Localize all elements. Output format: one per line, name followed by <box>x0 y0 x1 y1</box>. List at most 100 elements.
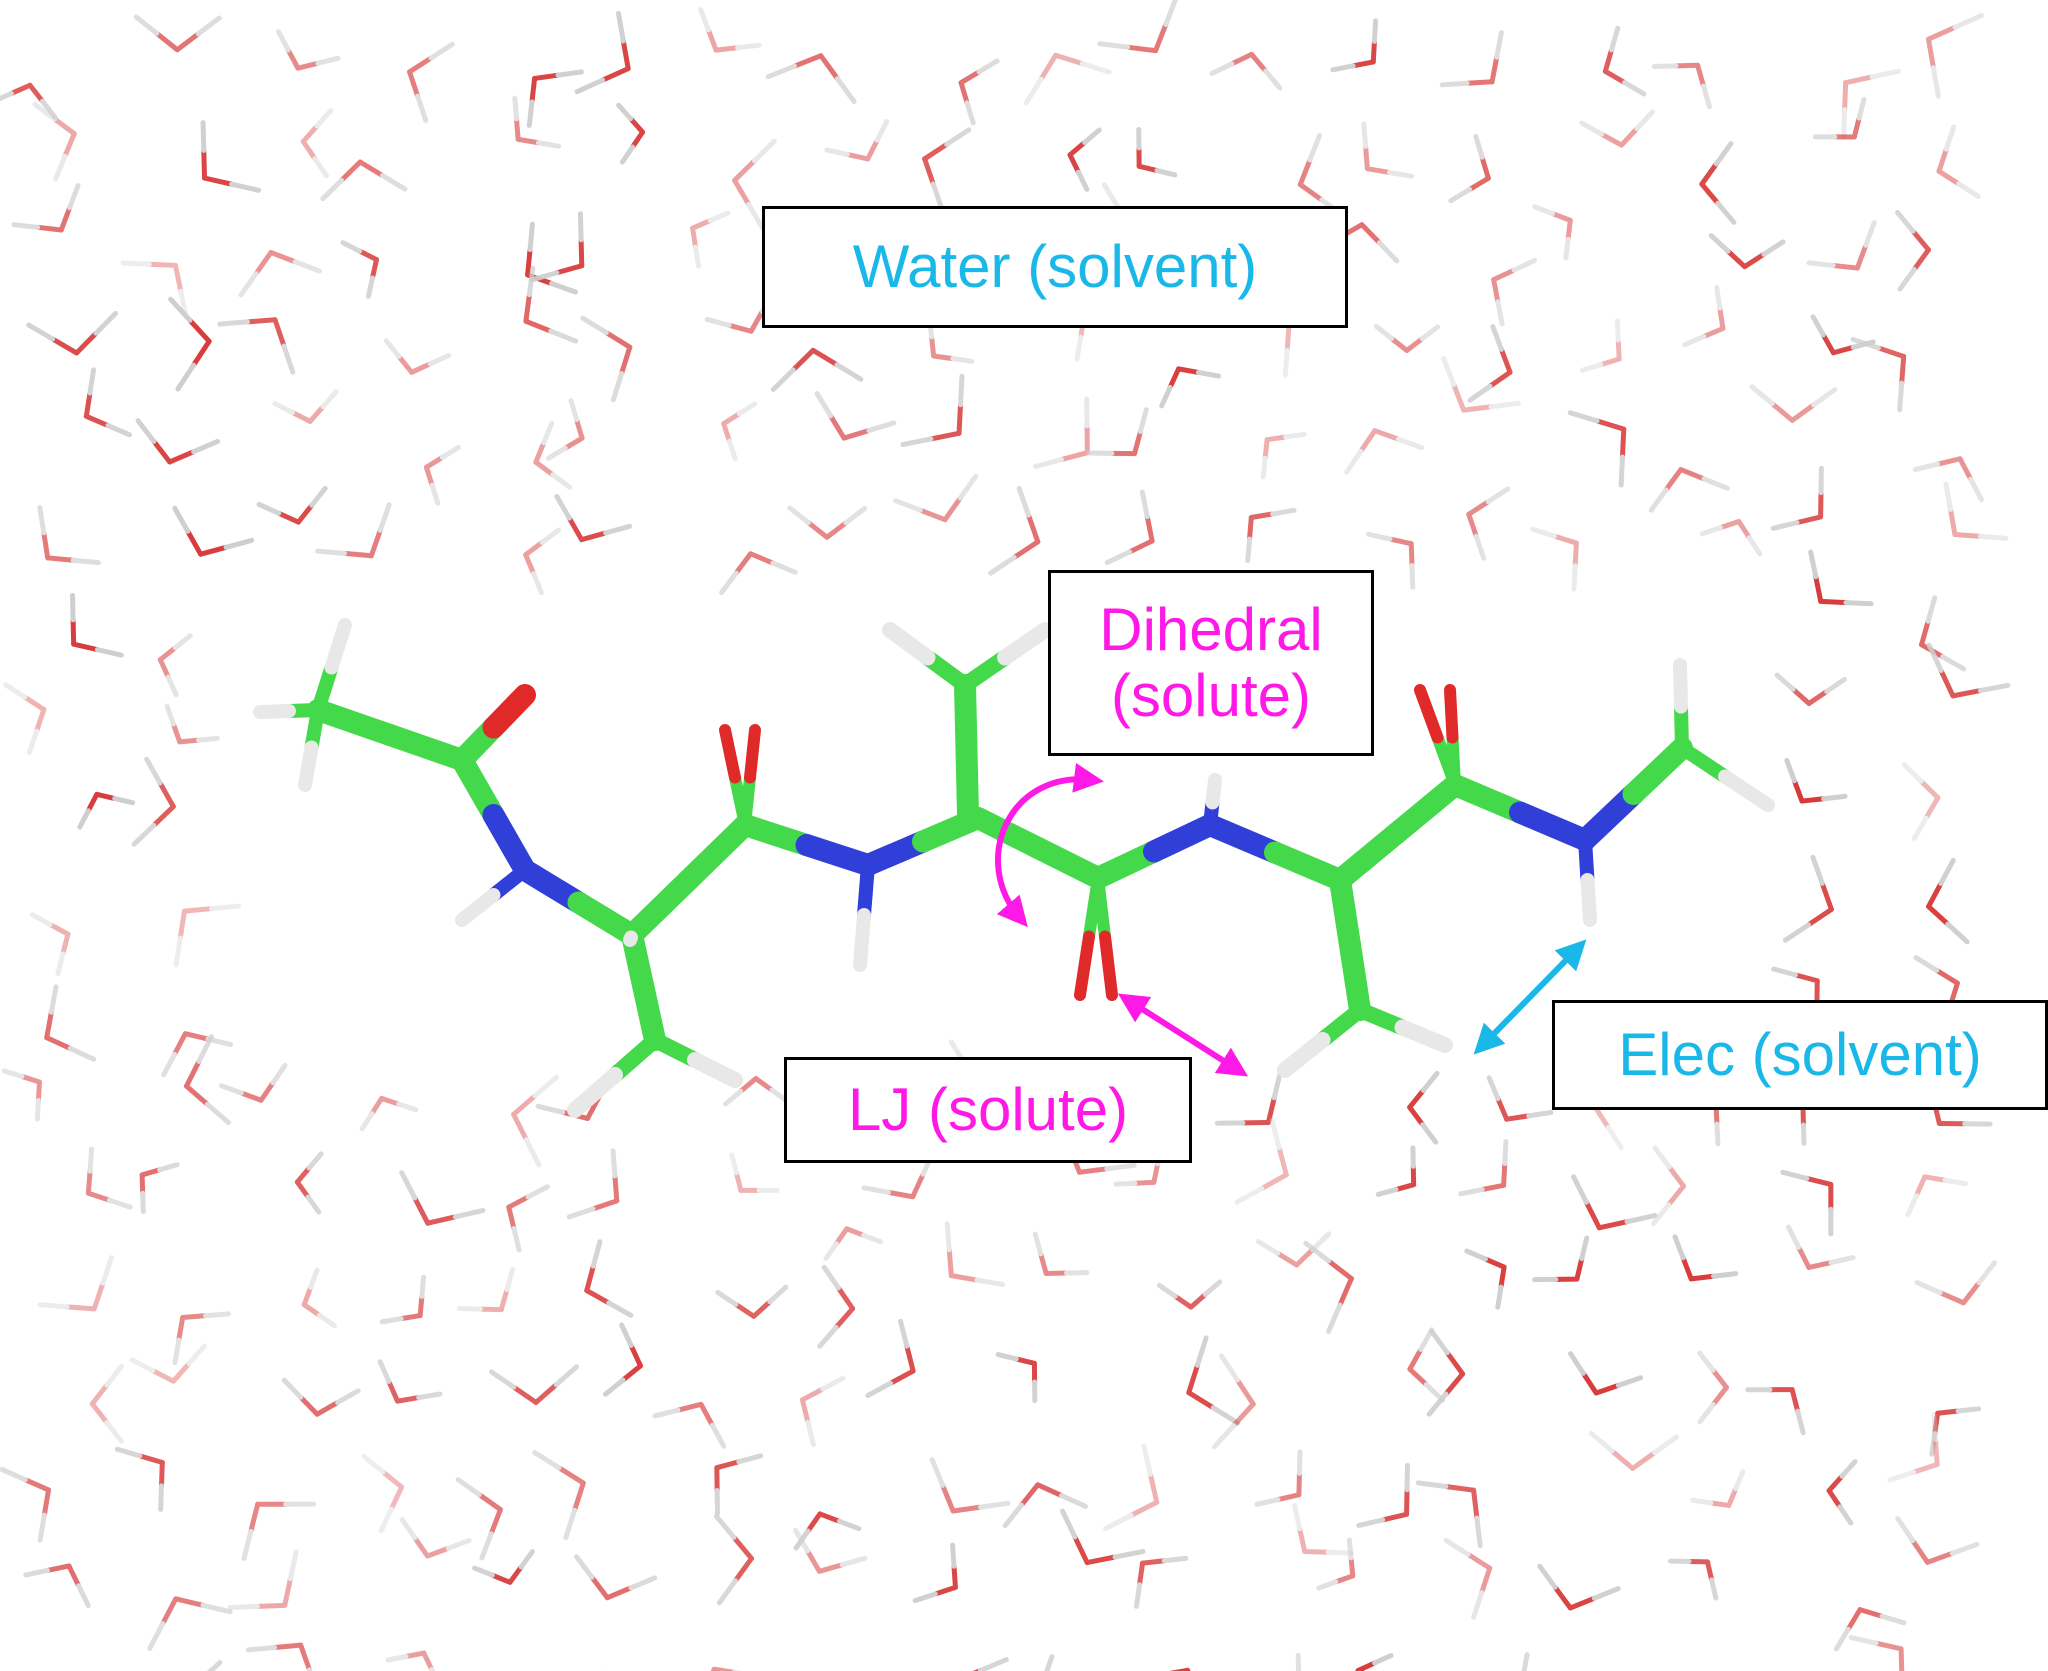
water-molecule <box>139 1162 180 1215</box>
water-molecule <box>1568 1351 1644 1396</box>
water-molecule <box>0 82 58 120</box>
water-molecule <box>1443 1537 1493 1620</box>
elec-solvent-label: Elec (solvent) <box>1552 1000 2048 1110</box>
water-molecule <box>238 250 322 298</box>
molecule-bond <box>687 1052 743 1088</box>
molecule-bond <box>1444 684 1459 744</box>
water-molecule <box>1097 0 1179 54</box>
water-molecule <box>1234 1117 1289 1205</box>
water-molecule <box>1467 324 1513 403</box>
water-molecule <box>526 69 584 128</box>
water-molecule <box>1567 410 1627 488</box>
molecule-bond <box>1264 841 1351 891</box>
water-molecule <box>1486 1075 1554 1122</box>
water-molecule <box>1774 672 1847 706</box>
water-molecule <box>1667 1558 1719 1601</box>
water-molecule <box>168 296 212 392</box>
water-molecule <box>721 401 758 462</box>
water-molecule <box>1919 595 1967 672</box>
water-molecule <box>1521 1652 1530 1671</box>
water-molecule <box>157 633 193 698</box>
water-molecule <box>787 505 868 540</box>
water-molecule <box>83 367 133 438</box>
water-molecule <box>26 310 118 356</box>
water-molecule <box>23 1563 91 1609</box>
water-molecule <box>217 317 296 375</box>
water-molecule <box>1448 133 1491 204</box>
water-molecule <box>1901 762 1941 842</box>
water-molecule <box>1806 220 1877 271</box>
water-molecule <box>320 159 408 202</box>
water-molecule <box>814 391 897 441</box>
molecule-bond <box>253 704 296 719</box>
water-molecule <box>1303 1240 1354 1335</box>
water-molecule <box>1211 1353 1256 1450</box>
water-molecule <box>1214 1070 1283 1126</box>
water-molecule <box>227 1549 299 1610</box>
molecule-bond <box>1205 773 1222 810</box>
water-molecule <box>407 41 455 123</box>
molecule-bond <box>677 814 756 891</box>
water-molecule <box>799 1375 846 1448</box>
water-molecule <box>1186 1335 1241 1426</box>
water-molecule <box>1833 1607 1907 1652</box>
molecule-bond <box>1099 930 1118 1001</box>
water-molecule <box>1292 1503 1355 1556</box>
water-molecule <box>1032 1231 1090 1276</box>
molecule-bond <box>853 908 871 972</box>
water-molecule <box>1780 1169 1834 1237</box>
molecule-bond <box>744 724 761 784</box>
molecule-bond <box>1673 658 1688 714</box>
water-molecule <box>1464 1248 1507 1310</box>
water-molecule <box>817 1264 856 1349</box>
molecule-bond <box>1339 934 1371 1021</box>
water-solvent-label-text: Water (solvent) <box>852 233 1258 300</box>
water-molecule <box>1682 284 1726 348</box>
dihedral-label-line2: (solute) <box>1110 662 1312 729</box>
water-molecule <box>580 315 633 403</box>
water-molecule <box>32 101 77 182</box>
dihedral-solute-label: Dihedral (solute) <box>1048 570 1374 756</box>
water-molecule <box>1529 526 1579 592</box>
water-molecule <box>1159 366 1222 409</box>
molecule-bond <box>455 888 501 927</box>
solute-molecule <box>253 618 1775 1118</box>
molecule-bond <box>1199 814 1286 864</box>
water-molecule <box>1458 1139 1509 1197</box>
water-molecule <box>1157 1279 1223 1310</box>
molecule-bond <box>1718 769 1775 812</box>
water-molecule <box>455 1477 503 1561</box>
molecule-bond <box>1622 737 1693 805</box>
water-molecule <box>340 240 380 299</box>
water-molecule <box>164 703 220 745</box>
water-molecule <box>135 418 221 465</box>
water-molecule <box>1848 1635 1905 1671</box>
water-molecule <box>698 7 762 53</box>
molecule-bond <box>1414 684 1444 744</box>
water-molecule <box>958 58 1000 126</box>
molecule-bond <box>739 771 756 831</box>
water-molecule <box>377 1359 443 1404</box>
water-molecule <box>1895 210 1931 292</box>
water-molecule <box>1929 1406 1982 1457</box>
water-molecule <box>1651 1145 1687 1226</box>
water-molecule <box>1784 757 1848 804</box>
water-molecule <box>529 211 585 283</box>
water-molecule <box>512 95 562 149</box>
molecule-bond <box>623 930 638 947</box>
molecule-bond <box>1675 741 1732 784</box>
water-molecule <box>1672 1234 1739 1282</box>
water-molecule <box>824 119 890 162</box>
water-molecule <box>533 420 573 490</box>
water-molecule <box>1032 396 1090 470</box>
water-molecule <box>315 502 392 559</box>
water-molecule <box>85 1146 133 1210</box>
water-molecule <box>1699 518 1763 557</box>
water-molecule <box>359 1095 419 1132</box>
water-molecule <box>1943 481 2009 541</box>
water-molecule <box>1356 1462 1410 1528</box>
water-molecule <box>472 1549 535 1585</box>
water-molecule <box>1826 1459 1858 1526</box>
water-molecule <box>131 756 176 847</box>
molecule-bond <box>882 622 936 666</box>
